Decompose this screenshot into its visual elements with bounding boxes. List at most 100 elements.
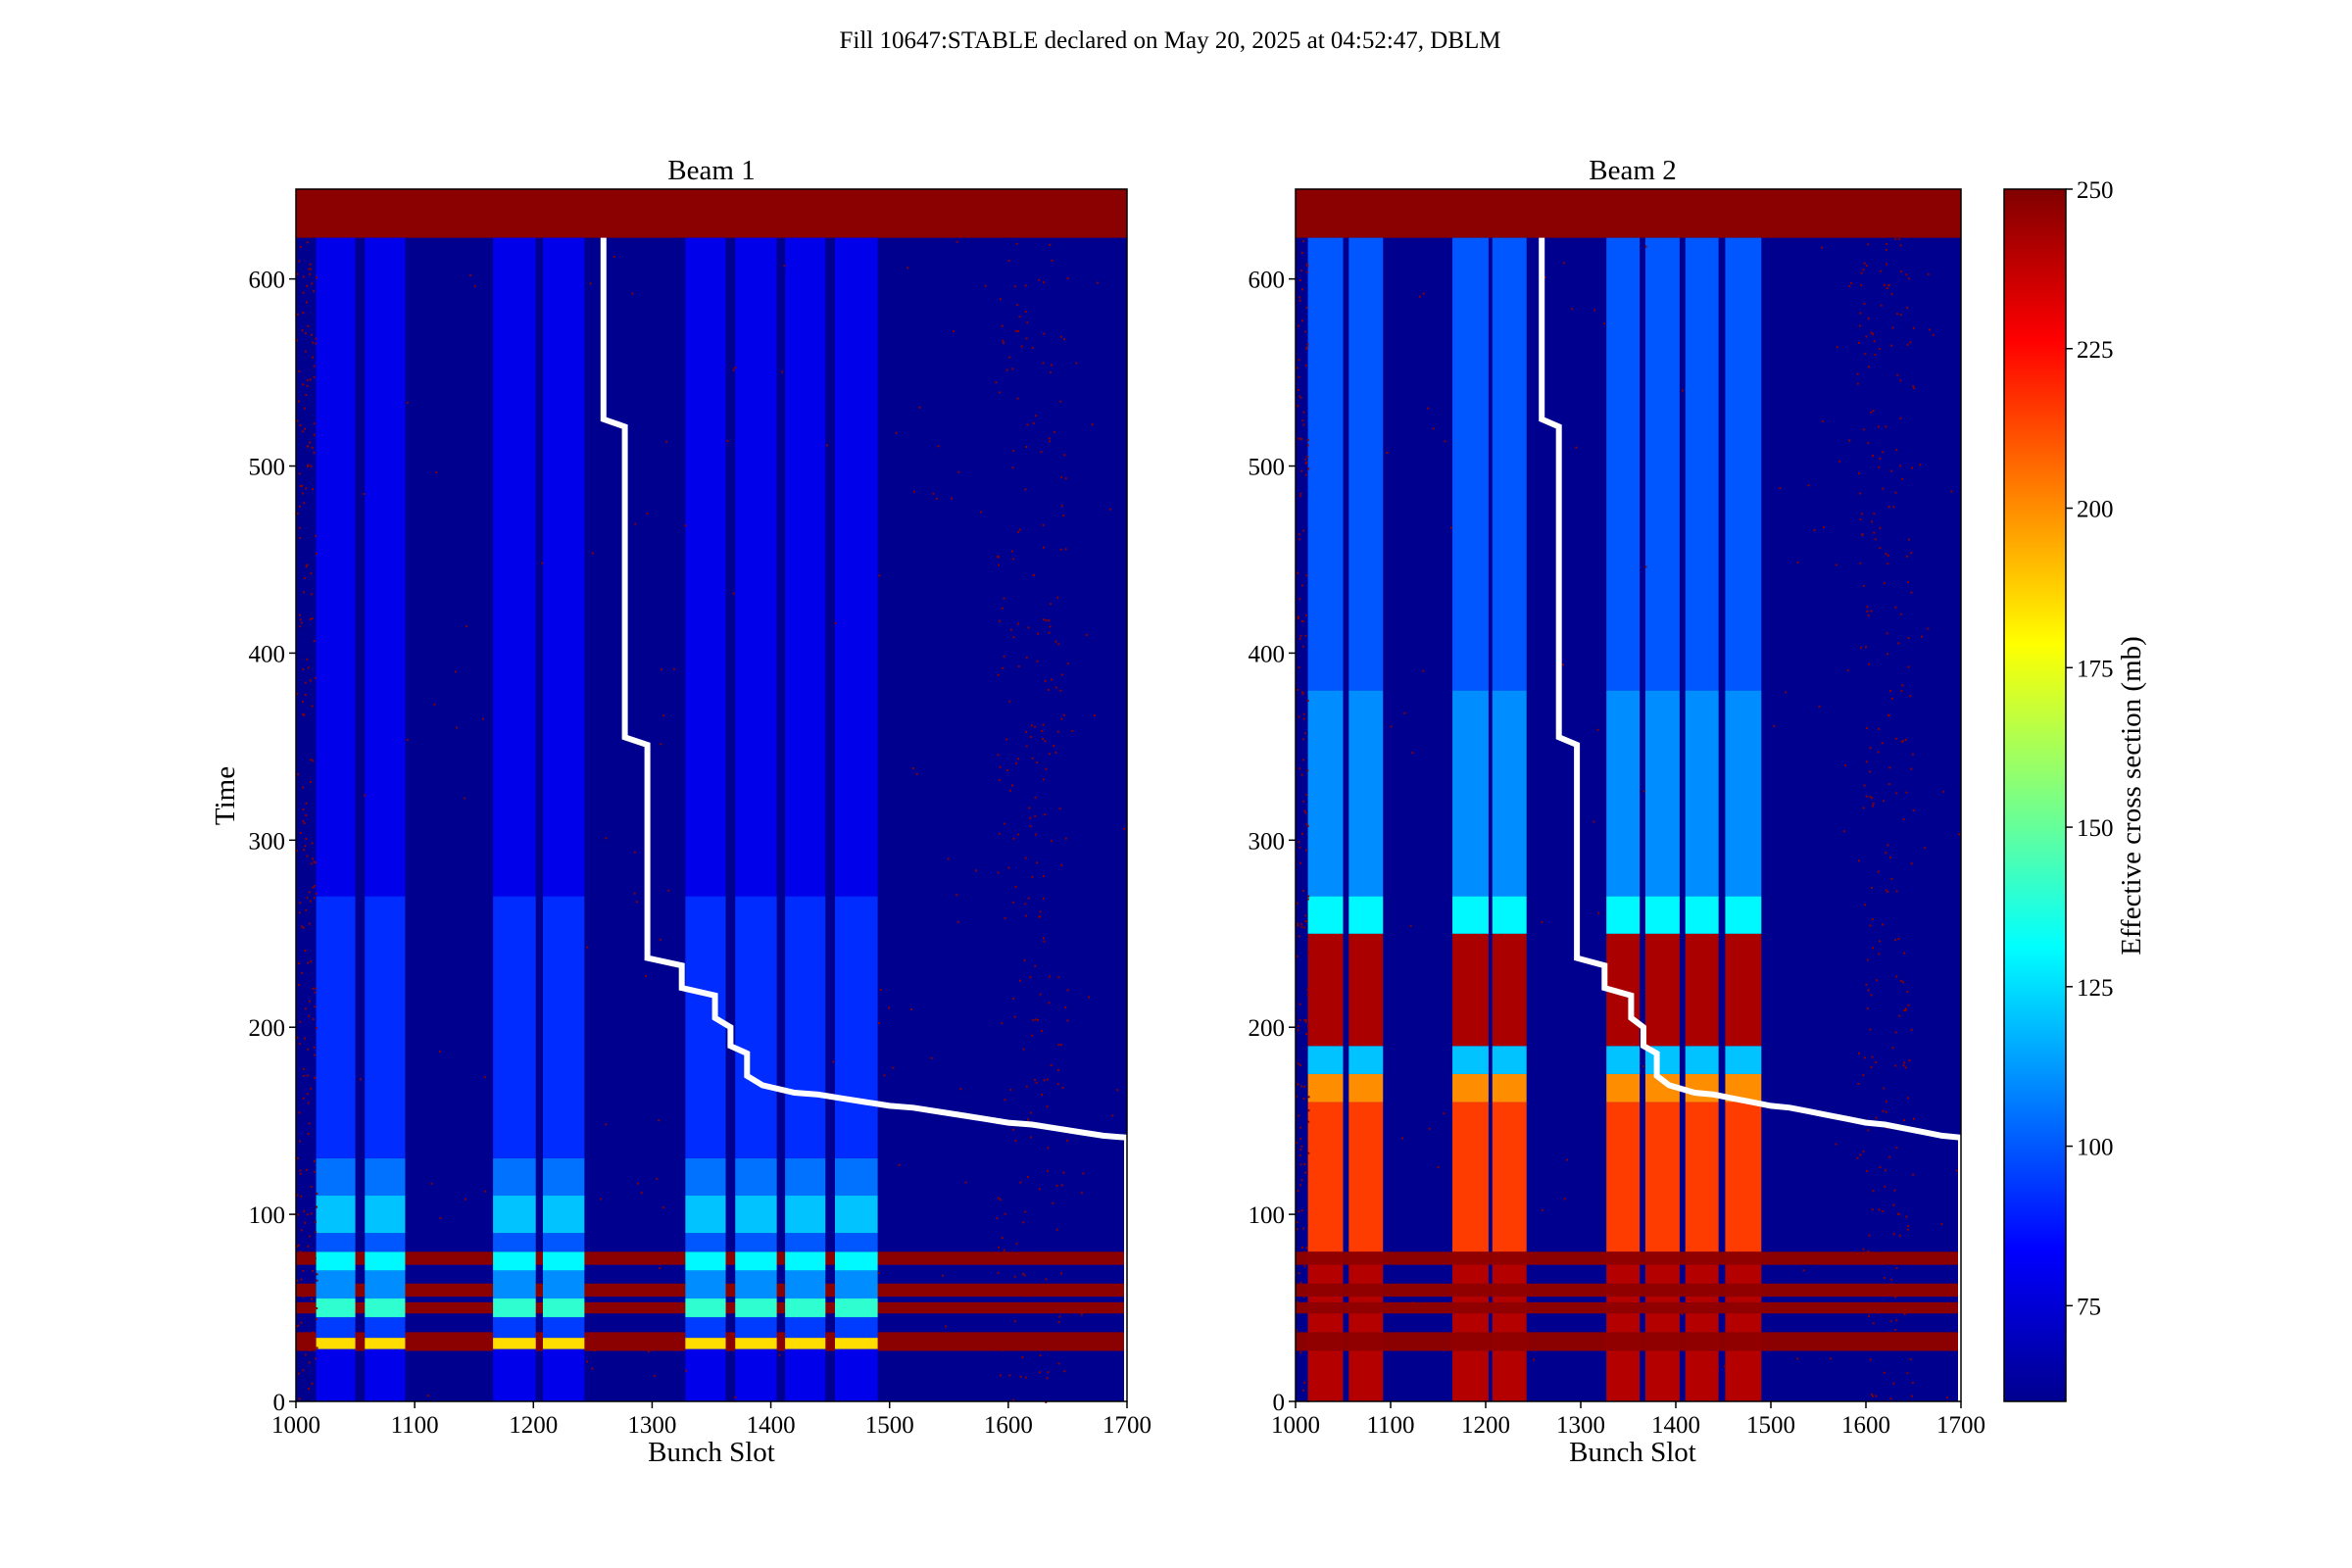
colorbar: 75 100 125 150 175 200 225 250 Effective cross …	[2003, 177, 2147, 1402]
noise-speck	[998, 832, 1001, 835]
train-segment	[735, 1317, 777, 1339]
noise-speck	[1846, 669, 1849, 672]
noise-speck	[662, 1206, 664, 1209]
noise-speck	[1302, 411, 1305, 414]
noise-speck	[313, 1046, 316, 1049]
noise-speck	[1014, 1139, 1017, 1142]
noise-speck	[298, 526, 301, 529]
noise-speck	[1039, 910, 1042, 913]
noise-speck	[1029, 825, 1032, 828]
noise-speck	[1872, 1322, 1875, 1325]
noise-speck	[1041, 1029, 1044, 1032]
noise-speck	[1018, 528, 1021, 531]
train-segment	[1348, 1102, 1384, 1252]
noise-speck	[1892, 1233, 1895, 1236]
noise-speck	[1807, 484, 1810, 487]
noise-speck	[1040, 451, 1043, 454]
noise-speck	[297, 1333, 300, 1336]
noise-speck	[1304, 462, 1307, 465]
noise-speck	[1060, 1184, 1063, 1187]
noise-speck	[1870, 331, 1873, 334]
noise-speck	[1882, 1109, 1885, 1112]
noise-speck	[305, 908, 308, 911]
noise-speck	[1042, 362, 1045, 365]
noise-speck	[1036, 761, 1039, 764]
noise-speck	[1889, 857, 1892, 859]
noise-speck	[997, 871, 1000, 874]
noise-speck	[300, 1321, 303, 1324]
noise-speck	[1912, 1347, 1915, 1349]
train-segment	[785, 1157, 826, 1197]
train-segment	[365, 896, 406, 1158]
x-tick-label: 1300	[1556, 1412, 1605, 1439]
noise-speck	[1002, 666, 1004, 669]
noise-speck	[1008, 789, 1011, 792]
bunch-train	[1606, 237, 1641, 1401]
noise-speck	[1307, 895, 1310, 898]
noise-speck	[591, 552, 594, 555]
noise-band-overlay	[1644, 1283, 1680, 1298]
noise-speck	[1867, 317, 1870, 319]
noise-speck	[1857, 859, 1860, 862]
noise-speck	[1027, 1176, 1029, 1179]
noise-speck	[1306, 994, 1309, 996]
beam-2-noise	[1296, 238, 1962, 1402]
bunch-train	[1452, 237, 1489, 1401]
noise-speck	[1011, 466, 1014, 469]
noise-speck	[1298, 1210, 1300, 1213]
noise-speck	[473, 285, 476, 288]
noise-speck	[1015, 1243, 1018, 1246]
noise-speck	[1299, 1138, 1302, 1140]
noise-speck	[1306, 988, 1309, 991]
train-segment	[1725, 237, 1762, 691]
noise-speck	[300, 621, 303, 624]
noise-speck	[1882, 923, 1884, 926]
noise-speck	[1907, 665, 1910, 668]
noise-speck	[1910, 552, 1913, 555]
noise-speck	[1843, 764, 1846, 766]
noise-speck	[1029, 736, 1032, 738]
noise-speck	[1296, 1095, 1298, 1098]
noise-speck	[1869, 1340, 1872, 1342]
noise-speck	[937, 445, 940, 448]
noise-speck	[1034, 964, 1037, 967]
noise-speck	[999, 298, 1002, 301]
noise-speck	[734, 367, 737, 368]
noise-speck	[1796, 1357, 1799, 1360]
noise-speck	[1921, 635, 1923, 638]
noise-speck	[1297, 616, 1299, 619]
noise-speck	[1296, 955, 1298, 957]
noise-speck	[1890, 1278, 1893, 1281]
noise-speck	[299, 832, 302, 834]
noise-speck	[310, 333, 313, 336]
noise-speck	[635, 901, 638, 904]
noise-speck	[1006, 769, 1009, 771]
train-segment	[365, 1317, 406, 1339]
noise-speck	[1001, 607, 1004, 610]
noise-speck	[911, 767, 914, 769]
noise-speck	[1868, 1314, 1871, 1317]
noise-speck	[1047, 1147, 1050, 1150]
noise-speck	[1905, 555, 1908, 558]
train-segment	[1452, 690, 1489, 897]
noise-speck	[975, 869, 977, 872]
noise-speck	[303, 1295, 306, 1297]
noise-speck	[1015, 242, 1018, 245]
noise-speck	[1001, 1022, 1004, 1025]
noise-speck	[316, 276, 318, 279]
noise-speck	[1296, 1228, 1298, 1231]
noise-speck	[1603, 322, 1606, 325]
noise-speck	[1303, 926, 1306, 929]
noise-speck	[1014, 329, 1017, 332]
noise-speck	[1034, 1018, 1037, 1021]
noise-speck	[1045, 619, 1048, 622]
noise-speck	[315, 534, 318, 537]
noise-speck	[1899, 465, 1902, 467]
noise-speck	[312, 1018, 315, 1021]
noise-speck	[1004, 1258, 1006, 1261]
x-tick-label: 1000	[1271, 1412, 1320, 1439]
noise-speck	[1300, 619, 1303, 622]
noise-speck	[310, 1305, 313, 1308]
noise-speck	[1905, 791, 1908, 794]
noise-speck	[1866, 958, 1869, 961]
